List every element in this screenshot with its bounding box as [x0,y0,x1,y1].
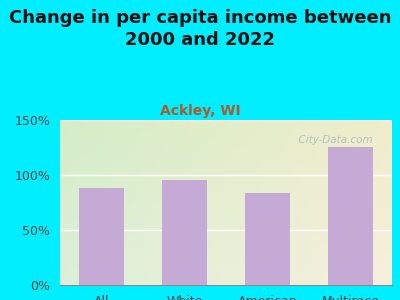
Text: City-Data.com: City-Data.com [292,135,373,145]
Bar [328,148,373,285]
Text: Ackley, WI: Ackley, WI [160,103,240,118]
Bar [79,188,124,285]
Text: Change in per capita income between
2000 and 2022: Change in per capita income between 2000… [9,9,391,49]
Bar [245,193,290,285]
Bar [162,181,207,285]
